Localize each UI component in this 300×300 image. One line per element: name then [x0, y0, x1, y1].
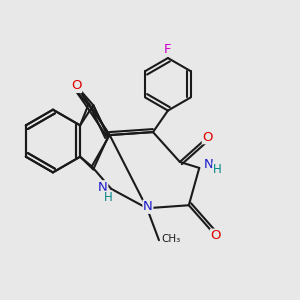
Text: N: N — [203, 158, 213, 171]
Text: H: H — [104, 191, 112, 204]
Text: O: O — [202, 131, 213, 144]
Text: F: F — [164, 43, 172, 56]
Text: N: N — [143, 200, 153, 213]
Text: H: H — [213, 163, 222, 176]
Text: CH₃: CH₃ — [161, 234, 181, 244]
Text: O: O — [71, 79, 82, 92]
Text: O: O — [71, 79, 82, 92]
Text: N: N — [98, 181, 108, 194]
Text: O: O — [210, 229, 221, 242]
